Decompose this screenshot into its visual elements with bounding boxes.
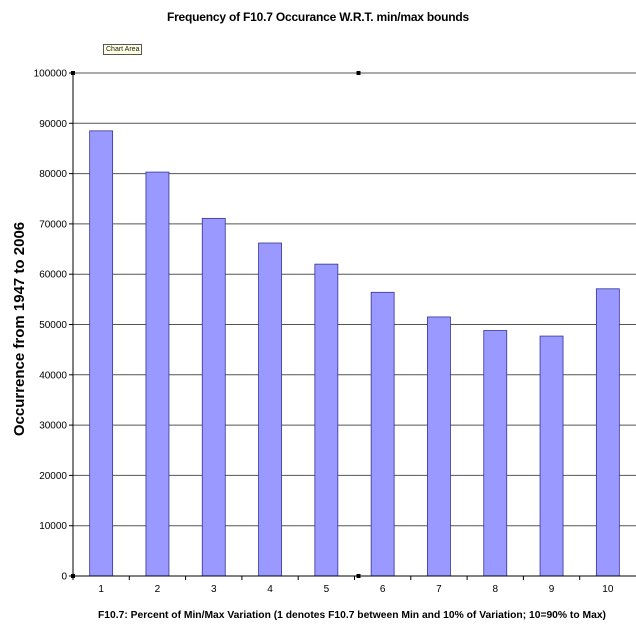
x-tick-label: 9 xyxy=(549,584,555,595)
y-axis-label: Occurrence from 1947 to 2006 xyxy=(11,222,28,436)
x-tick-label: 7 xyxy=(436,584,442,595)
x-tick-label: 5 xyxy=(324,584,330,595)
x-tick-label: 6 xyxy=(380,584,386,595)
axes xyxy=(69,71,636,580)
bar[interactable] xyxy=(483,330,508,577)
y-tick-label: 10000 xyxy=(39,521,67,532)
y-tick-label: 40000 xyxy=(39,370,67,381)
y-tick-label: 100000 xyxy=(34,69,68,80)
y-tick-labels: 0 10000 20000 30000 40000 50000 60000 70000 8000… xyxy=(34,69,68,583)
x-tick-label: 8 xyxy=(492,584,498,595)
y-tick-label: 30000 xyxy=(39,421,67,432)
x-tick-labels: 1 2 3 4 5 6 7 8 9 10 xyxy=(98,584,613,595)
chart-area-tooltip: Chart Area xyxy=(103,44,143,55)
y-tick-label: 90000 xyxy=(39,119,67,130)
y-tick-label: 50000 xyxy=(39,320,67,331)
x-tick-label: 2 xyxy=(155,584,161,595)
x-tick-label: 4 xyxy=(267,584,273,595)
bar[interactable] xyxy=(595,288,620,577)
bars xyxy=(89,130,620,577)
bar[interactable] xyxy=(427,316,451,577)
x-tick-label: 10 xyxy=(602,584,614,595)
y-tick-label: 70000 xyxy=(39,219,67,230)
bar[interactable] xyxy=(314,263,339,577)
bar[interactable] xyxy=(258,242,282,577)
bar[interactable] xyxy=(89,130,114,577)
selection-handle[interactable] xyxy=(356,574,361,578)
y-tick-label: 60000 xyxy=(39,270,67,281)
selection-handle[interactable] xyxy=(71,71,75,75)
chart-title: Frequency of F10.7 Occurance W.R.T. min/… xyxy=(166,10,470,24)
bar[interactable] xyxy=(370,291,395,577)
x-axis-label: F10.7: Percent of Min/Max Variation (1 d… xyxy=(98,610,606,621)
y-tick-label: 20000 xyxy=(39,471,67,482)
y-tick-label: 80000 xyxy=(39,169,67,180)
y-tick-label: 0 xyxy=(61,572,67,583)
bar[interactable] xyxy=(539,335,564,577)
x-tick-label: 1 xyxy=(98,584,104,595)
x-tick-label: 3 xyxy=(211,584,217,595)
selection-handle[interactable] xyxy=(71,574,75,578)
selection-handle[interactable] xyxy=(356,71,361,75)
bar[interactable] xyxy=(145,171,170,577)
bar[interactable] xyxy=(201,217,226,577)
